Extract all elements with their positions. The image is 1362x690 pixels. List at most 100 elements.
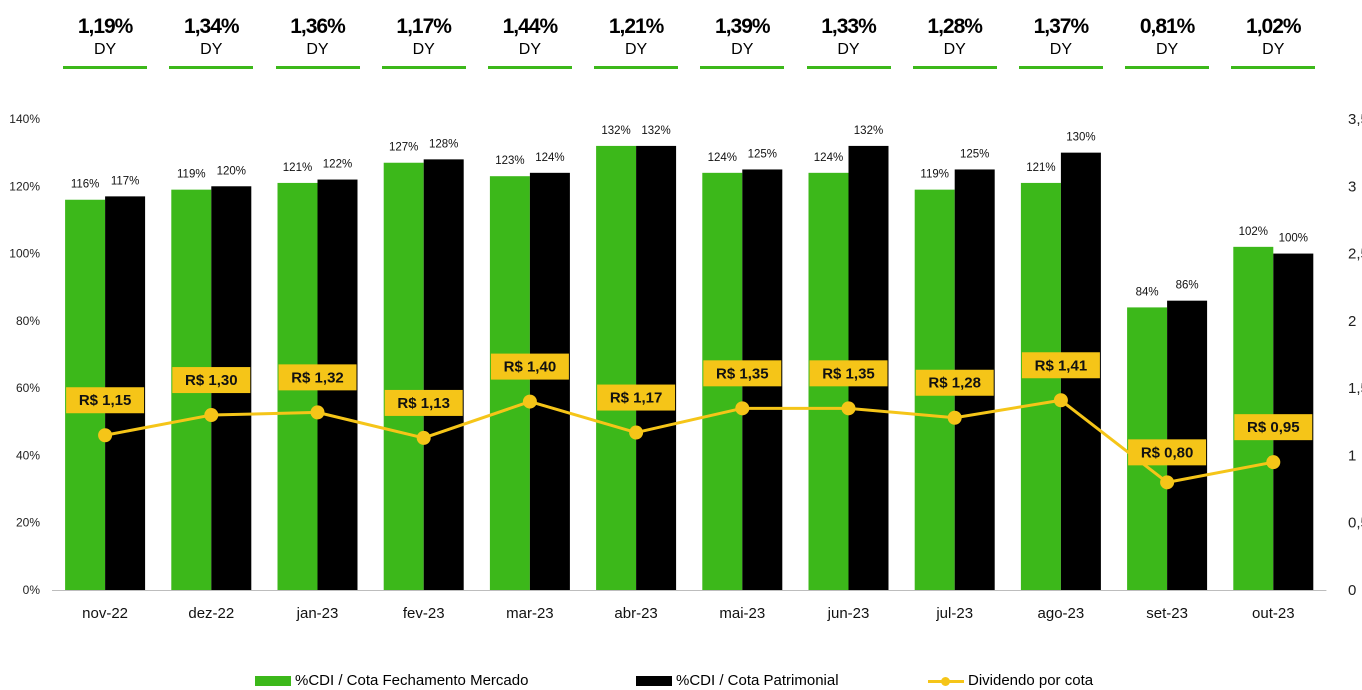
bar-value-label: 127%: [389, 142, 418, 154]
dy-label: DY: [1049, 41, 1072, 58]
dividend-label-box: [66, 387, 145, 414]
dividend-label: R$ 1,28: [915, 369, 994, 396]
bar-series: [65, 145, 1314, 591]
left-axis-tick-label: 0%: [23, 583, 41, 597]
bar-value-label: 102%: [1239, 226, 1268, 238]
dy-cell: 1,28% DY: [912, 14, 997, 69]
dy-value: 1,39%: [715, 15, 771, 38]
dy-cell: 1,19% DY: [63, 14, 148, 69]
right-axis-tick-label: 3: [1348, 178, 1356, 195]
category-label: out-23: [1252, 605, 1295, 622]
legend-label: Dividendo por cota: [968, 672, 1094, 689]
left-axis-tick-label: 40%: [16, 448, 40, 462]
dy-cell: 1,36% DY: [275, 14, 360, 69]
dividend-yield-strip: 1,19% DY 1,34% DY 1,36% DY 1,17% DY 1,44% DY 1,21%…: [0, 0, 1362, 80]
dy-cell: 1,21% DY: [594, 14, 679, 69]
right-axis-tick-label: 2,5: [1348, 246, 1362, 263]
dividend-point: [522, 394, 537, 409]
dy-underline: [1125, 66, 1210, 69]
bar-value-label: 116%: [71, 179, 100, 191]
dividend-label: R$ 1,30: [172, 367, 251, 394]
dy-cell: 1,39% DY: [700, 14, 785, 69]
bar-value-label: 120%: [217, 165, 246, 177]
dy-value: 1,36%: [290, 15, 346, 38]
dy-label: DY: [200, 41, 223, 58]
left-axis-tick-label: 100%: [9, 247, 40, 261]
dy-cell: 1,02% DY: [1231, 14, 1316, 69]
bar-value-label: 130%: [1066, 132, 1095, 144]
right-axis-tick-label: 0,5: [1348, 515, 1362, 532]
bar-value-label: 123%: [495, 155, 524, 167]
legend-bar-swatch: [255, 675, 291, 686]
cdi-dividend-chart: 0% 20% 40% 60% 80% 100% 120% 140% 0 0,5 1 1,5 2 2,5 3…: [9, 111, 1362, 622]
dividend-label-box: [1234, 414, 1313, 441]
dividend-label-text: R$ 1,32: [291, 369, 344, 386]
dy-label: DY: [731, 41, 754, 58]
category-label: jan-23: [296, 605, 339, 622]
dividend-label-text: R$ 1,40: [504, 359, 557, 376]
legend-label: %CDI / Cota Fechamento Mercado: [295, 672, 529, 689]
dividend-point: [947, 410, 962, 425]
dividend-label-box: [703, 360, 782, 387]
dividend-label-text: R$ 1,15: [79, 392, 132, 409]
bar-value-label: 121%: [1026, 162, 1055, 174]
dividend-label-text: R$ 1,35: [822, 365, 875, 382]
dividend-label-text: R$ 0,95: [1247, 419, 1300, 436]
left-axis-tick-label: 140%: [9, 112, 40, 126]
dy-label: DY: [1262, 41, 1285, 58]
bar-patrimonial: [636, 145, 677, 590]
dividend-label-text: R$ 1,17: [610, 390, 663, 407]
dy-underline: [381, 66, 466, 69]
dy-cell: 1,34% DY: [169, 14, 254, 69]
dividend-label-text: R$ 1,35: [716, 365, 769, 382]
dy-value: 1,21%: [608, 15, 665, 38]
dividend-point: [310, 405, 325, 420]
dividend-label-text: R$ 1,28: [928, 375, 981, 392]
dividend-label: R$ 1,13: [384, 389, 463, 416]
dividend-label: R$ 1,41: [1021, 352, 1100, 379]
category-label: jun-23: [827, 605, 870, 622]
bar-value-label: 119%: [177, 169, 206, 181]
dy-value: 1,37%: [1033, 15, 1090, 38]
dy-underline: [63, 66, 148, 69]
dividend-point: [735, 401, 750, 416]
dividend-label-box: [1021, 352, 1100, 379]
right-axis-tick-label: 3,5: [1348, 111, 1362, 128]
category-label: nov-22: [82, 605, 128, 622]
left-y-axis: 0% 20% 40% 60% 80% 100% 120% 140%: [9, 112, 40, 597]
legend-item: %CDI / Cota Patrimonial: [636, 672, 839, 689]
category-label: ago-23: [1038, 605, 1085, 622]
dy-label: DY: [837, 41, 860, 58]
bar-value-label: 125%: [748, 148, 777, 160]
legend-item: Dividendo por cota: [928, 672, 1093, 689]
category-label: dez-22: [188, 605, 234, 622]
category-label: abr-23: [614, 605, 657, 622]
dy-underline: [487, 66, 572, 69]
category-label: mai-23: [719, 605, 765, 622]
left-axis-tick-label: 80%: [16, 314, 40, 328]
dy-cell: 1,44% DY: [487, 14, 572, 69]
dividend-point: [204, 408, 219, 423]
x-axis-categories: nov-22 dez-22 jan-23 fev-23 mar-23 abr-23 mai-…: [82, 605, 1294, 622]
dividend-label-text: R$ 1,30: [185, 372, 238, 389]
dividend-label: R$ 1,40: [490, 353, 569, 380]
left-axis-tick-label: 20%: [16, 516, 40, 530]
bar-value-label: 122%: [323, 159, 352, 171]
bar-value-label: 132%: [854, 125, 883, 137]
bar-value-label: 125%: [960, 148, 989, 160]
bar-mercado: [596, 145, 637, 590]
dividend-label: R$ 1,35: [703, 360, 782, 387]
category-label: fev-23: [403, 605, 445, 622]
bar-value-label: 100%: [1279, 233, 1308, 245]
category-label: mar-23: [506, 605, 554, 622]
dy-underline: [912, 66, 997, 69]
right-axis-tick-label: 1,5: [1348, 380, 1362, 397]
legend-line-swatch: [928, 676, 964, 686]
dividend-label-box: [1128, 439, 1207, 466]
dy-value: 1,33%: [821, 15, 877, 38]
dividend-label-box: [597, 384, 676, 411]
dy-cell: 1,17% DY: [381, 14, 466, 69]
bar-value-label: 121%: [283, 162, 312, 174]
dividend-label-box: [278, 364, 357, 391]
dy-label: DY: [624, 41, 648, 58]
